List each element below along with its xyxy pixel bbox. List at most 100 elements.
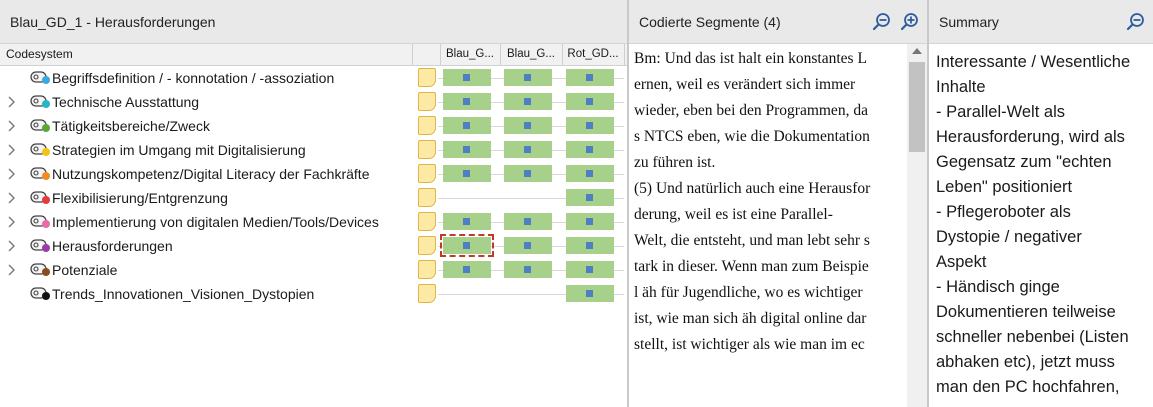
text-line: zu führen ist.: [634, 154, 716, 171]
summary-text[interactable]: Interessante / Wesentliche Inhalte - Paral…: [929, 44, 1153, 407]
code-row[interactable]: Potenziale: [0, 258, 627, 282]
segment-text[interactable]: Bm: Und das ist halt ein konstantes L ern…: [629, 44, 907, 407]
code-label[interactable]: Begriffsdefinition / - konnotation / -as…: [52, 70, 335, 86]
text-line: wieder, eben bei den Programmen, da: [634, 102, 868, 119]
memo-icon[interactable]: [418, 68, 436, 87]
memo-icon[interactable]: [418, 188, 436, 207]
code-tag-icon: [30, 215, 52, 229]
code-label[interactable]: Flexibilisierung/Entgrenzung: [52, 190, 228, 206]
code-row[interactable]: Implementierung von digitalen Medien/Too…: [0, 210, 627, 234]
code-row[interactable]: Herausforderungen: [0, 234, 627, 258]
matrix-cell[interactable]: [504, 261, 552, 278]
codesystem-header[interactable]: Codesystem: [6, 47, 73, 61]
code-row[interactable]: Strategien im Umgang mit Digitalisierung: [0, 138, 627, 162]
code-label[interactable]: Tätigkeitsbereiche/Zweck: [52, 118, 210, 134]
memo-icon[interactable]: [418, 212, 436, 231]
matrix-cell[interactable]: [566, 165, 614, 182]
matrix-cell[interactable]: [566, 141, 614, 158]
scrollbar-thumb[interactable]: [909, 62, 925, 152]
panel-splitter[interactable]: [927, 0, 929, 407]
memo-icon[interactable]: [418, 92, 436, 111]
code-matrix-panel: Blau_GD_1 - Herausforderungen Codesystem…: [0, 0, 627, 306]
code-row[interactable]: Trends_Innovationen_Visionen_Dystopien: [0, 282, 627, 306]
matrix-cell[interactable]: [566, 261, 614, 278]
matrix-cell[interactable]: [566, 237, 614, 254]
matrix-cell[interactable]: [566, 213, 614, 230]
chevron-right-icon[interactable]: [6, 95, 18, 109]
code-label[interactable]: Potenziale: [52, 262, 118, 278]
memo-icon[interactable]: [418, 164, 436, 183]
code-row[interactable]: Technische Ausstattung: [0, 90, 627, 114]
document-column-header[interactable]: Blau_G...: [507, 48, 555, 60]
matrix-cell[interactable]: [504, 69, 552, 86]
text-line: Herausforderung, wird als: [936, 128, 1125, 146]
matrix-cell[interactable]: [504, 237, 552, 254]
chevron-right-icon[interactable]: [6, 215, 18, 229]
segment-marker-icon: [524, 146, 531, 153]
code-row[interactable]: Begriffsdefinition / - konnotation / -as…: [0, 66, 627, 90]
chevron-right-icon[interactable]: [6, 119, 18, 133]
matrix-cell[interactable]: [504, 117, 552, 134]
memo-icon[interactable]: [418, 260, 436, 279]
matrix-cell[interactable]: [440, 234, 494, 257]
matrix-cell[interactable]: [443, 213, 491, 230]
segment-marker-icon: [524, 74, 531, 81]
row-guide-line: [438, 294, 624, 295]
memo-icon[interactable]: [418, 140, 436, 159]
code-row[interactable]: Nutzungskompetenz/Digital Literacy der F…: [0, 162, 627, 186]
text-line: Welt, die entsteht, und man lebt sehr s: [634, 232, 870, 249]
matrix-cell[interactable]: [504, 165, 552, 182]
zoom-out-icon[interactable]: [871, 11, 893, 33]
text-line: man den PC hochfahren,: [936, 378, 1120, 396]
memo-icon[interactable]: [418, 284, 436, 303]
matrix-cell[interactable]: [504, 93, 552, 110]
text-line: - Händisch ginge: [936, 278, 1060, 296]
matrix-cell[interactable]: [443, 93, 491, 110]
segment-marker-icon: [524, 98, 531, 105]
code-label[interactable]: Nutzungskompetenz/Digital Literacy der F…: [52, 166, 370, 182]
segment-marker-icon: [586, 266, 593, 273]
chevron-right-icon[interactable]: [6, 191, 18, 205]
segment-marker-icon: [586, 170, 593, 177]
code-label[interactable]: Implementierung von digitalen Medien/Too…: [52, 214, 379, 230]
chevron-right-icon[interactable]: [6, 263, 18, 277]
matrix-cell[interactable]: [504, 141, 552, 158]
code-label[interactable]: Trends_Innovationen_Visionen_Dystopien: [52, 286, 315, 302]
vertical-scrollbar[interactable]: [907, 44, 927, 407]
code-label[interactable]: Herausforderungen: [52, 238, 173, 254]
text-line: Interessante / Wesentliche: [936, 53, 1131, 71]
matrix-cell[interactable]: [443, 141, 491, 158]
matrix-cell[interactable]: [443, 69, 491, 86]
memo-icon[interactable]: [418, 116, 436, 135]
matrix-cell[interactable]: [443, 261, 491, 278]
matrix-cell[interactable]: [566, 285, 614, 302]
matrix-cell[interactable]: [566, 117, 614, 134]
code-tag-icon: [30, 95, 52, 109]
memo-icon[interactable]: [418, 236, 436, 255]
matrix-cell[interactable]: [566, 93, 614, 110]
panel-title: Codierte Segmente (4): [639, 13, 781, 30]
matrix-cell[interactable]: [443, 117, 491, 134]
code-label[interactable]: Strategien im Umgang mit Digitalisierung: [52, 142, 306, 158]
summary-panel: Summary Interessante / Wesentliche Inhalt…: [929, 0, 1153, 407]
matrix-cell[interactable]: [443, 165, 491, 182]
zoom-in-icon[interactable]: [899, 11, 921, 33]
zoom-out-icon[interactable]: [1125, 11, 1147, 33]
text-line: stellt, ist wichtiger als wie man im ec: [634, 336, 865, 353]
panel-splitter[interactable]: [627, 0, 629, 407]
code-row[interactable]: Flexibilisierung/Entgrenzung: [0, 186, 627, 210]
chevron-right-icon[interactable]: [6, 143, 18, 157]
chevron-right-icon[interactable]: [6, 239, 18, 253]
document-column-header[interactable]: Blau_G...: [446, 48, 494, 60]
chevron-right-icon[interactable]: [6, 167, 18, 181]
scroll-up-icon[interactable]: [912, 48, 922, 54]
segment-marker-icon: [463, 266, 470, 273]
matrix-cell[interactable]: [566, 189, 614, 206]
code-label[interactable]: Technische Ausstattung: [52, 94, 200, 110]
document-column-header[interactable]: Rot_GD...: [567, 48, 619, 60]
code-row[interactable]: Tätigkeitsbereiche/Zweck: [0, 114, 627, 138]
segment-marker-icon: [463, 170, 470, 177]
matrix-cell[interactable]: [504, 213, 552, 230]
matrix-cell[interactable]: [566, 69, 614, 86]
segment-marker-icon: [524, 170, 531, 177]
